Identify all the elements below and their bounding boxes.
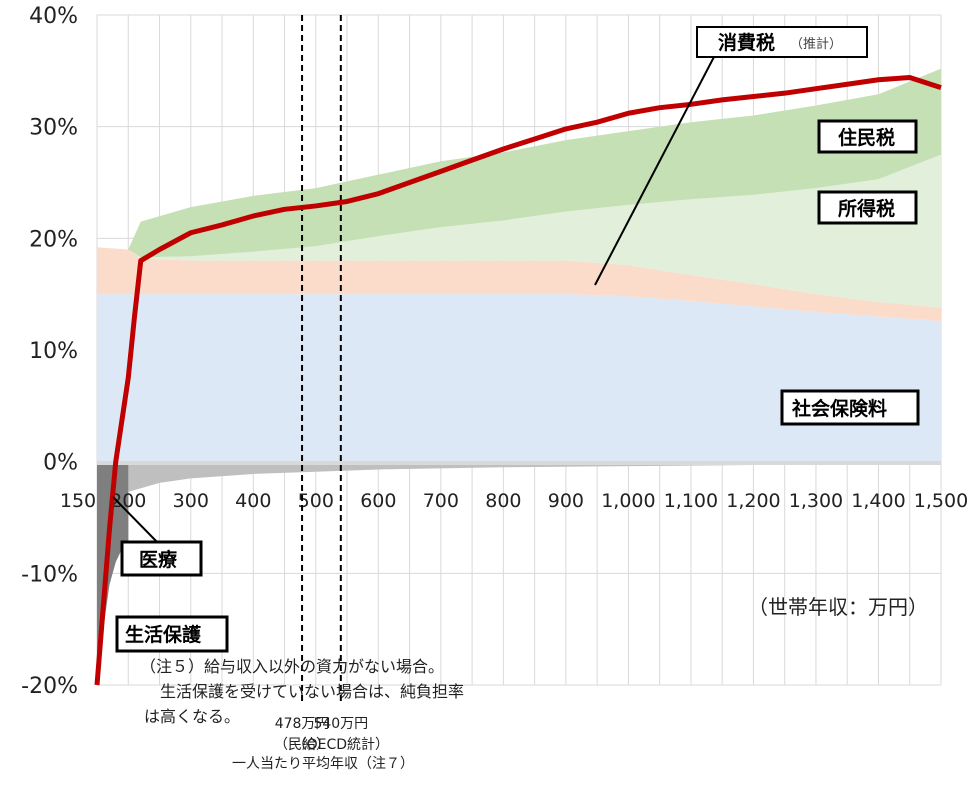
medical-leader [112, 496, 161, 546]
consumption-tax-leader [594, 54, 716, 286]
welfare-area [97, 461, 129, 685]
y-tick-label: 30% [29, 116, 78, 141]
x-tick-label: 500 [298, 490, 334, 512]
y-tick-labels: 40% 30% 20% 10% 0% -10% -20% [21, 4, 78, 699]
area-series-2 [97, 154, 941, 308]
consumption-tax-label-box: 消費税 （推計） [696, 26, 868, 58]
note-line-2: 生活保護を受けていない場合は、純負担率 [160, 682, 464, 701]
medical-label: 医療 [139, 548, 178, 571]
y-tick-label: -10% [21, 562, 78, 587]
x-tick-label: 300 [173, 490, 209, 512]
area-series-0 [97, 294, 941, 462]
reference-lines: 478万円 （民給） 540万円 （OECD統計） [274, 15, 389, 753]
reference-sublabel-1: （OECD統計） [293, 737, 389, 753]
x-tick-label: 400 [235, 490, 271, 512]
consumption-tax-line-group [94, 75, 942, 686]
zero-axis-band [97, 461, 941, 465]
x-tick-label: 700 [423, 490, 459, 512]
x-tick-label: 1,000 [601, 490, 655, 512]
x-tick-label: 150 [60, 490, 96, 512]
x-tick-label: 1,400 [851, 490, 905, 512]
medical-area [97, 461, 941, 524]
consumption-tax-label: 消費税 [718, 31, 775, 54]
x-tick-label: 900 [548, 490, 584, 512]
social-insurance-label: 社会保険料 [791, 397, 887, 420]
welfare-label: 生活保護 [125, 623, 202, 646]
note-line-1: （注５）給与収入以外の資力がない場合。 [140, 657, 444, 676]
income-tax-label: 所得税 [838, 197, 895, 220]
resident-tax-label-box: 住民税 [817, 119, 918, 154]
area-series-3 [97, 68, 941, 258]
negative-areas [97, 461, 941, 685]
y-tick-label: 40% [29, 4, 78, 29]
x-tick-label: 200 [110, 490, 146, 512]
consumption-tax-sublabel: （推計） [790, 36, 842, 52]
average-income-note: 一人当たり平均年収（注７） [232, 756, 414, 772]
resident-tax-label: 住民税 [838, 126, 895, 149]
x-tick-label: 600 [360, 490, 396, 512]
reference-label-1: 540万円 [313, 716, 368, 732]
note-line-3: は高くなる。 [144, 707, 240, 726]
y-tick-label: -20% [21, 674, 78, 699]
x-axis-unit-label: （世帯年収：万円） [748, 595, 928, 619]
welfare-label-box: 生活保護 [115, 615, 229, 653]
y-tick-label: 0% [43, 451, 78, 476]
reference-label-0: 478万円 [275, 716, 330, 732]
x-tick-label: 1,500 [914, 490, 968, 512]
x-tick-label: 800 [485, 490, 521, 512]
social-insurance-label-box: 社会保険料 [780, 389, 920, 426]
reference-sublabel-0: （民給） [274, 737, 330, 753]
y-tick-label: 20% [29, 227, 78, 252]
area-series-1 [97, 247, 941, 321]
x-tick-label: 1,100 [664, 490, 718, 512]
y-tick-label: 10% [29, 339, 78, 364]
medical-label-box: 医療 [120, 540, 203, 577]
stacked-areas [97, 68, 941, 462]
x-tick-label: 1,300 [789, 490, 843, 512]
x-tick-label: 1,200 [726, 490, 780, 512]
x-tick-labels: 150 200 300 400 500 600 700 800 900 1,000 1,100 1,2… [60, 490, 968, 512]
income-tax-label-box: 所得税 [817, 190, 918, 225]
consumption-tax-line [94, 75, 942, 686]
